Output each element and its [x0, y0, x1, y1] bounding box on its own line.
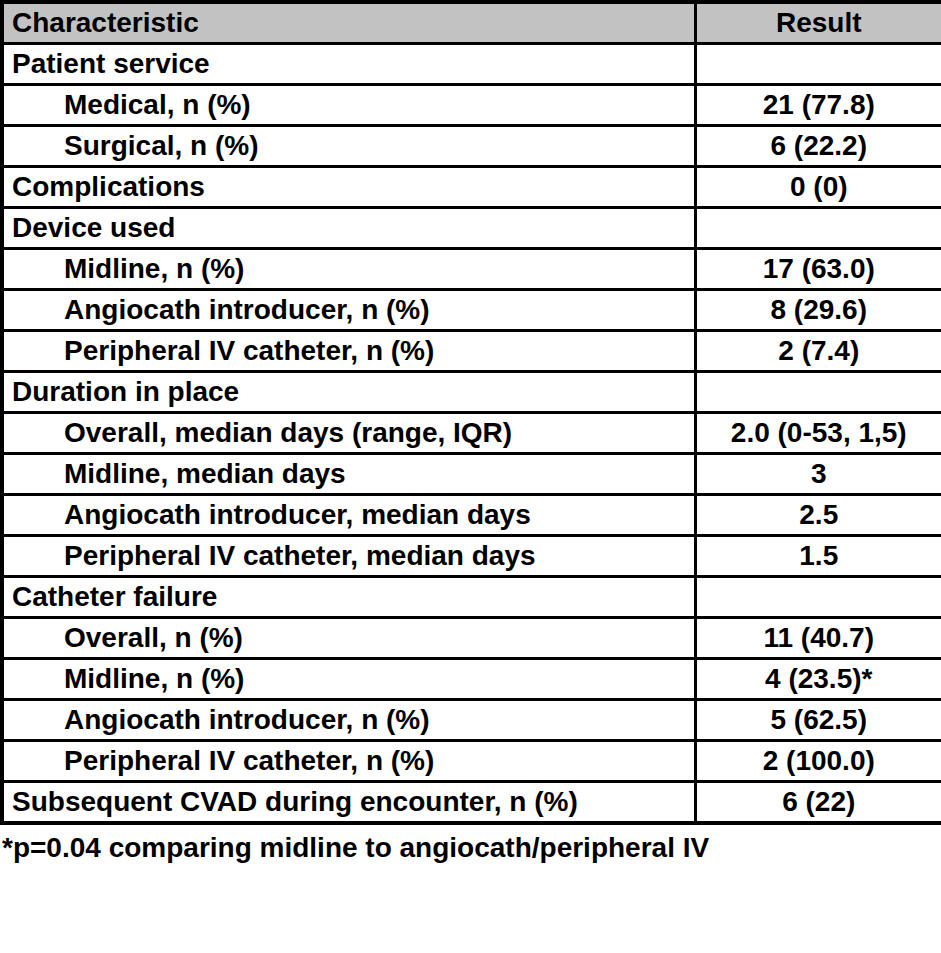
result-cell: 21 (77.8)	[695, 85, 941, 126]
characteristics-results-table: Characteristic Result Patient service Me…	[0, 0, 941, 825]
result-cell: 6 (22.2)	[695, 126, 941, 167]
characteristic-cell: Peripheral IV catheter, n (%)	[2, 331, 695, 372]
table-row-surgical: Surgical, n (%) 6 (22.2)	[2, 126, 941, 167]
result-cell	[695, 577, 941, 618]
characteristic-cell: Angiocath introducer, n (%)	[2, 290, 695, 331]
characteristic-cell: Peripheral IV catheter, median days	[2, 536, 695, 577]
result-cell	[695, 208, 941, 249]
result-cell: 2 (7.4)	[695, 331, 941, 372]
table-row-failure-overall: Overall, n (%) 11 (40.7)	[2, 618, 941, 659]
characteristic-cell: Surgical, n (%)	[2, 126, 695, 167]
result-cell: 5 (62.5)	[695, 700, 941, 741]
table-row-failure-angiocath: Angiocath introducer, n (%) 5 (62.5)	[2, 700, 941, 741]
result-cell	[695, 372, 941, 413]
table-row-medical: Medical, n (%) 21 (77.8)	[2, 85, 941, 126]
result-cell: 2 (100.0)	[695, 741, 941, 782]
characteristic-cell: Patient service	[2, 44, 695, 85]
table-row-duration-piv: Peripheral IV catheter, median days 1.5	[2, 536, 941, 577]
paper-table-page: Characteristic Result Patient service Me…	[0, 0, 941, 953]
table-row-subsequent-cvad: Subsequent CVAD during encounter, n (%) …	[2, 782, 941, 824]
table-row-duration-angiocath: Angiocath introducer, median days 2.5	[2, 495, 941, 536]
table-row-duration-overall: Overall, median days (range, IQR) 2.0 (0…	[2, 413, 941, 454]
result-cell: 2.0 (0-53, 1,5)	[695, 413, 941, 454]
column-header-result: Result	[695, 2, 941, 44]
table-row-patient-service: Patient service	[2, 44, 941, 85]
characteristic-cell: Duration in place	[2, 372, 695, 413]
characteristic-cell: Angiocath introducer, n (%)	[2, 700, 695, 741]
table-row-failure-midline: Midline, n (%) 4 (23.5)*	[2, 659, 941, 700]
table-row-angiocath-device: Angiocath introducer, n (%) 8 (29.6)	[2, 290, 941, 331]
table-row-complications: Complications 0 (0)	[2, 167, 941, 208]
characteristic-cell: Midline, n (%)	[2, 249, 695, 290]
characteristic-cell: Catheter failure	[2, 577, 695, 618]
result-cell: 17 (63.0)	[695, 249, 941, 290]
characteristic-cell: Subsequent CVAD during encounter, n (%)	[2, 782, 695, 824]
result-cell: 2.5	[695, 495, 941, 536]
characteristic-cell: Angiocath introducer, median days	[2, 495, 695, 536]
column-header-characteristic: Characteristic	[2, 2, 695, 44]
characteristic-cell: Medical, n (%)	[2, 85, 695, 126]
table-row-catheter-failure: Catheter failure	[2, 577, 941, 618]
characteristic-cell: Overall, median days (range, IQR)	[2, 413, 695, 454]
table-footnote: *p=0.04 comparing midline to angiocath/p…	[0, 825, 941, 864]
characteristic-cell: Midline, median days	[2, 454, 695, 495]
characteristic-cell: Overall, n (%)	[2, 618, 695, 659]
table-row-failure-piv: Peripheral IV catheter, n (%) 2 (100.0)	[2, 741, 941, 782]
result-cell: 6 (22)	[695, 782, 941, 824]
result-cell: 1.5	[695, 536, 941, 577]
table-header-row: Characteristic Result	[2, 2, 941, 44]
result-cell: 11 (40.7)	[695, 618, 941, 659]
characteristic-cell: Peripheral IV catheter, n (%)	[2, 741, 695, 782]
characteristic-cell: Device used	[2, 208, 695, 249]
table-row-duration-in-place: Duration in place	[2, 372, 941, 413]
table-row-duration-midline: Midline, median days 3	[2, 454, 941, 495]
result-cell: 8 (29.6)	[695, 290, 941, 331]
characteristic-cell: Complications	[2, 167, 695, 208]
result-cell: 0 (0)	[695, 167, 941, 208]
result-cell: 3	[695, 454, 941, 495]
characteristic-cell: Midline, n (%)	[2, 659, 695, 700]
result-cell	[695, 44, 941, 85]
table-row-midline-device: Midline, n (%) 17 (63.0)	[2, 249, 941, 290]
table-row-device-used: Device used	[2, 208, 941, 249]
result-cell: 4 (23.5)*	[695, 659, 941, 700]
table-row-piv-device: Peripheral IV catheter, n (%) 2 (7.4)	[2, 331, 941, 372]
